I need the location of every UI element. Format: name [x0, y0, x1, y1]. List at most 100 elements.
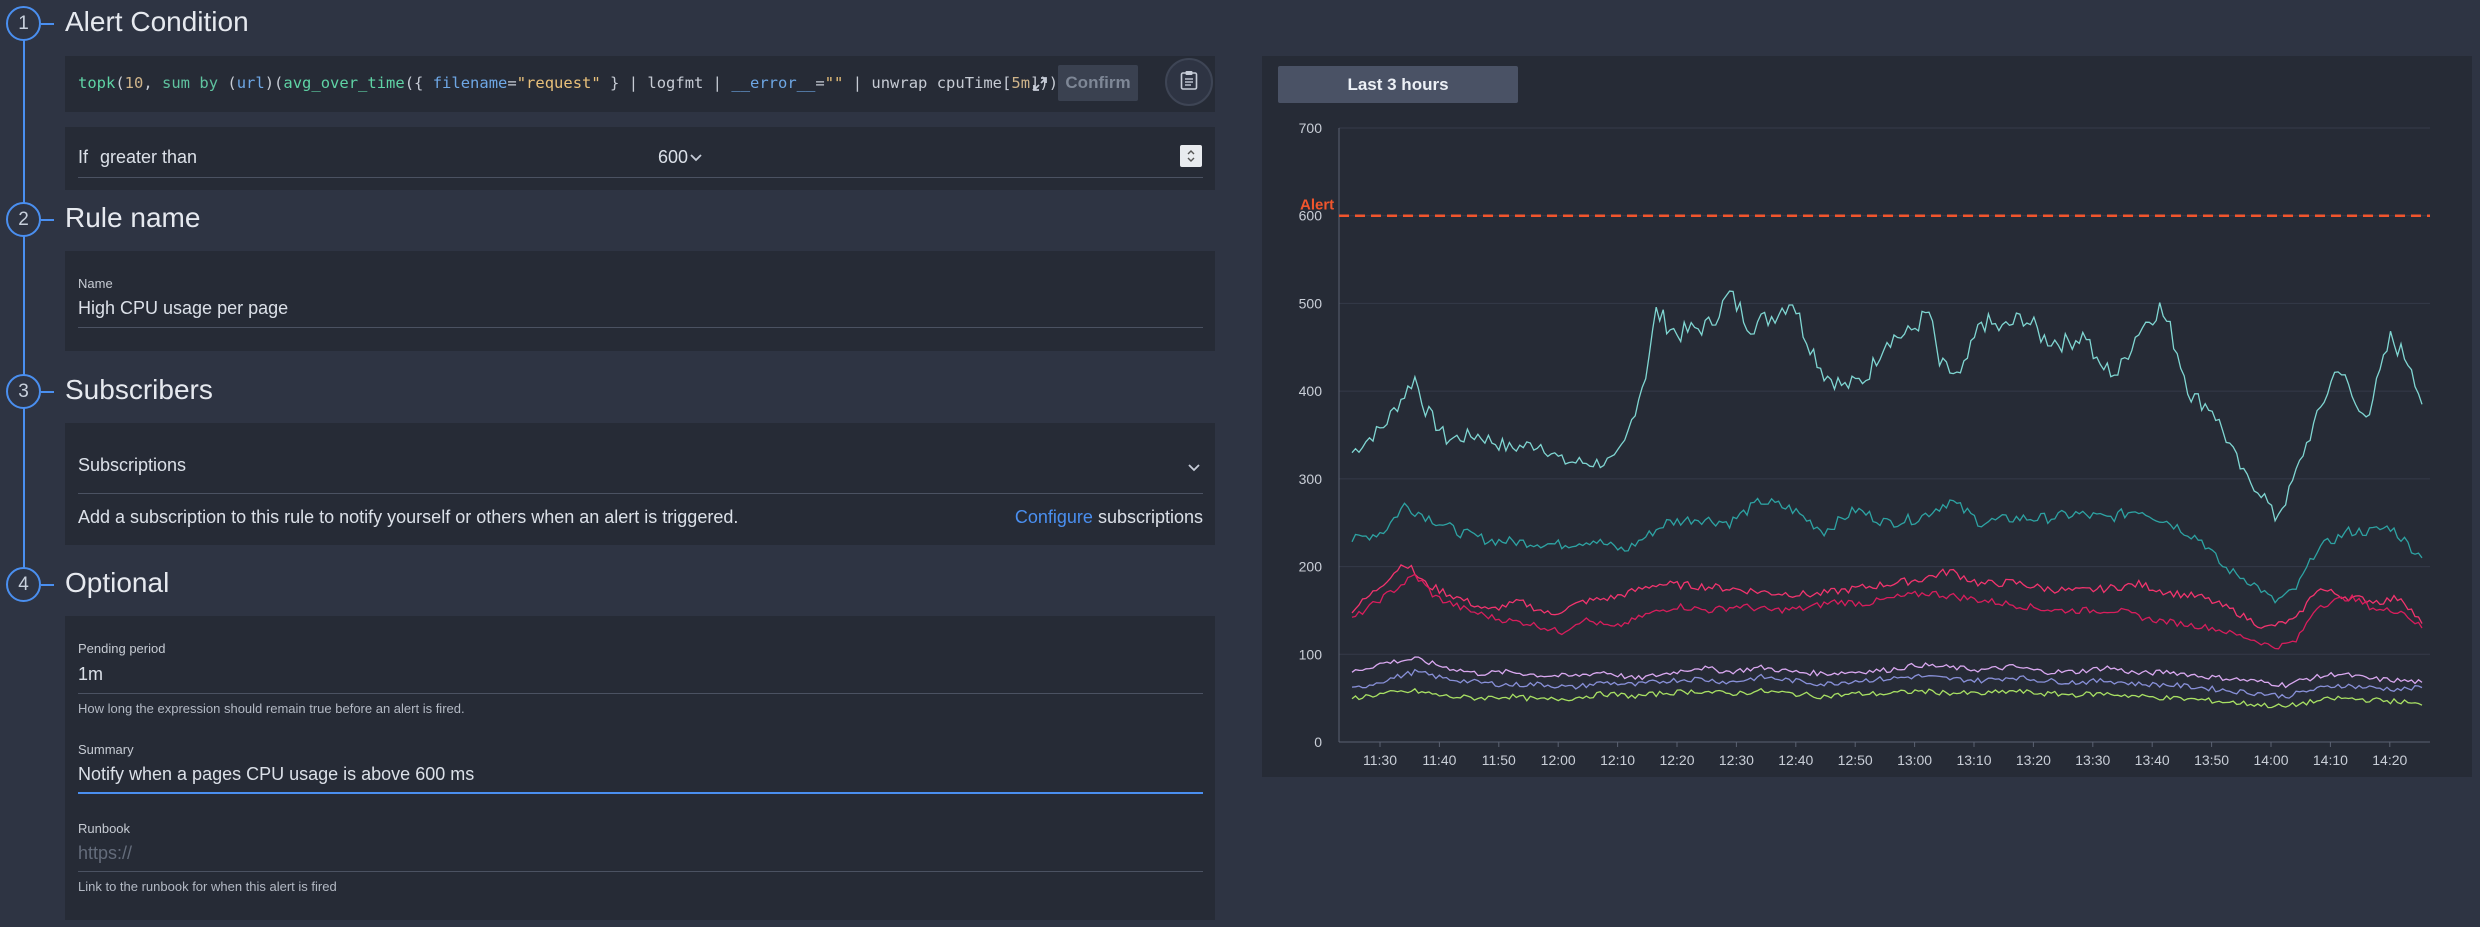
x-tick-label: 13:20 [2016, 752, 2051, 768]
x-tick-label: 13:10 [1956, 752, 1991, 768]
configure-link[interactable]: Configure [1014, 507, 1093, 527]
threshold-value: 600 [658, 147, 689, 167]
threshold-underline [658, 177, 1203, 178]
query-token: url [236, 74, 265, 92]
pending-period-help: How long the expression should remain tr… [78, 701, 465, 716]
x-tick-label: 12:50 [1838, 752, 1873, 768]
expand-icon[interactable] [1028, 72, 1052, 96]
query-token: by [199, 74, 219, 92]
query-token: = [507, 74, 517, 92]
summary-label: Summary [78, 742, 134, 757]
x-tick-label: 13:40 [2135, 752, 2170, 768]
chevron-down-icon [1188, 459, 1200, 477]
series-line [1351, 668, 2423, 699]
condition-panel: If greater than 600 [65, 127, 1215, 190]
summary-field[interactable]: Notify when a pages CPU usage is above 6… [78, 764, 475, 784]
name-underline [78, 327, 1203, 328]
series-line [1351, 656, 2423, 689]
section-title-optional: Optional [65, 567, 170, 598]
section-title-rule-name: Rule name [65, 202, 201, 233]
query-token: topk [78, 74, 116, 92]
pending-underline [78, 693, 1203, 694]
operator-select[interactable]: greater than [100, 139, 710, 177]
query-token: filename [432, 74, 508, 92]
series-line [1351, 687, 2423, 709]
x-tick-label: 11:50 [1482, 752, 1516, 768]
query-token: } | logfmt | [600, 74, 732, 92]
y-tick-label: 200 [1299, 559, 1323, 575]
query-token: )( [264, 74, 284, 92]
runbook-field[interactable]: https:// [78, 843, 133, 863]
y-tick-label: 500 [1299, 295, 1323, 311]
x-tick-label: 13:50 [2194, 752, 2229, 768]
y-tick-label: 100 [1299, 646, 1323, 662]
series-line [1351, 564, 2423, 629]
query-token: __error__ [731, 74, 816, 92]
alert-threshold-label: Alert [1300, 197, 1334, 214]
pending-period-label: Pending period [78, 641, 166, 656]
query-token: | unwrap cpuTime[ [843, 74, 1012, 92]
x-tick-label: 14:00 [2253, 752, 2288, 768]
line-chart: 0 100 200 300 400 500 600 700 11:30 11:40 11:50 12:… [1299, 120, 2430, 768]
x-tick-label: 12:10 [1600, 752, 1635, 768]
rule-name-panel: Name High CPU usage per page [65, 251, 1215, 351]
subscribers-panel: Subscriptions Add a subscription to this… [65, 423, 1215, 545]
series-line [1351, 497, 2423, 604]
step-number-2: 2 [6, 202, 41, 237]
summary-underline-focused [78, 792, 1203, 794]
y-tick-label: 600 [1299, 208, 1323, 224]
query-token: ({ [404, 74, 433, 92]
clipboard-button[interactable] [1165, 58, 1213, 106]
query-token: "" [824, 74, 844, 92]
x-tick-label: 14:20 [2372, 752, 2407, 768]
step-number-1: 1 [6, 6, 41, 41]
x-tick-label: 12:40 [1778, 752, 1813, 768]
x-tick-label: 13:00 [1897, 752, 1932, 768]
step-connector [41, 391, 54, 393]
section-title-alert-condition: Alert Condition [65, 6, 249, 37]
stepper-icon[interactable] [1180, 145, 1202, 167]
stepper-line [23, 23, 25, 585]
condition-if-label: If [78, 147, 89, 167]
series-line [1351, 290, 2423, 523]
subscriptions-underline [78, 493, 1203, 494]
step-number-4: 4 [6, 567, 41, 602]
query-expression[interactable]: topk(10, sum by (url)(avg_over_time({ fi… [78, 74, 1067, 92]
section-title-subscribers: Subscribers [65, 374, 213, 405]
query-token: sum [162, 74, 191, 92]
query-token: 5m [1011, 74, 1031, 92]
subscriptions-description: Add a subscription to this rule to notif… [78, 507, 739, 527]
y-tick-label: 400 [1299, 383, 1323, 399]
y-tick-label: 0 [1314, 734, 1322, 750]
query-token: 10 [124, 74, 144, 92]
series-line [1351, 573, 2423, 650]
query-token: , [143, 74, 163, 92]
x-tick-label: 14:10 [2313, 752, 2348, 768]
time-range-button[interactable]: Last 3 hours [1278, 66, 1518, 103]
optional-panel: Pending period 1m How long the expressio… [65, 616, 1215, 920]
subscriptions-label: Subscriptions [78, 455, 187, 475]
configure-suffix: subscriptions [1097, 507, 1203, 527]
query-token: avg_over_time [283, 74, 405, 92]
step-number-3: 3 [6, 374, 41, 409]
query-token: = [815, 74, 825, 92]
query-token: ( [218, 74, 237, 92]
chevron-down-icon [690, 149, 702, 167]
runbook-help: Link to the runbook for when this alert … [78, 879, 337, 894]
y-tick-label: 700 [1299, 120, 1323, 136]
step-connector [41, 584, 54, 586]
runbook-label: Runbook [78, 821, 131, 836]
confirm-button[interactable]: Confirm [1058, 65, 1138, 101]
query-editor-panel: topk(10, sum by (url)(avg_over_time({ fi… [65, 56, 1215, 112]
subscriptions-dropdown[interactable]: Subscriptions [78, 451, 1203, 491]
query-token: "request" [516, 74, 601, 92]
threshold-input[interactable]: 600 [658, 139, 1203, 177]
x-tick-label: 11:30 [1363, 752, 1397, 768]
pending-period-field[interactable]: 1m [78, 664, 104, 684]
name-field[interactable]: High CPU usage per page [78, 298, 289, 318]
x-tick-label: 13:30 [2075, 752, 2110, 768]
name-label: Name [78, 276, 113, 291]
x-tick-label: 12:30 [1719, 752, 1754, 768]
x-tick-label: 12:20 [1659, 752, 1694, 768]
operator-underline [78, 177, 710, 178]
